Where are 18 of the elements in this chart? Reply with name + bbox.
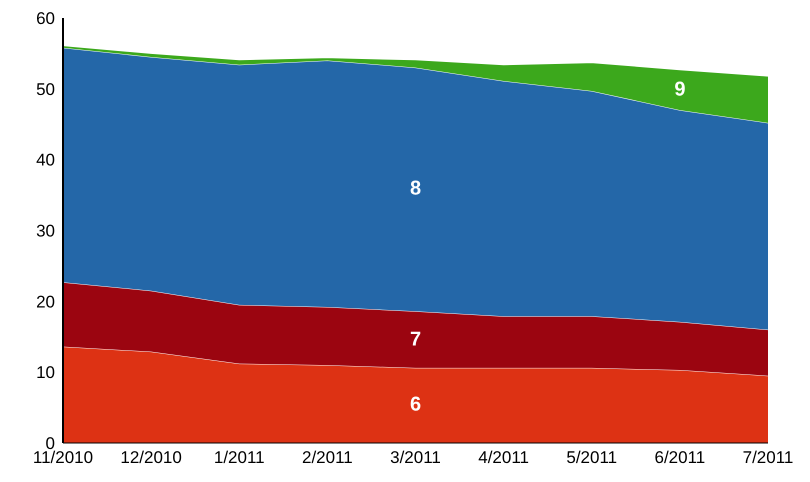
x-tick-label: 5/2011	[566, 448, 618, 468]
y-tick-label: 30	[36, 222, 55, 241]
y-tick-label: 60	[36, 9, 55, 28]
series-label: 6	[410, 394, 422, 417]
x-tick-label: 6/2011	[654, 448, 706, 468]
y-tick-label: 10	[36, 363, 55, 382]
y-tick-label: 50	[36, 80, 55, 99]
x-tick-label: 12/2010	[120, 448, 182, 468]
x-tick-label: 1/2011	[214, 448, 265, 468]
y-tick-label: 20	[36, 292, 55, 312]
series-label: 8	[410, 178, 422, 201]
x-tick-label: 4/2011	[478, 448, 529, 468]
y-tick-label: 40	[36, 150, 55, 170]
x-tick-label: 2/2011	[302, 448, 353, 468]
x-tick-label: 7/2011	[742, 448, 794, 468]
series-label: 7	[410, 328, 422, 352]
series-label: 9	[674, 78, 686, 102]
x-tick-label: 3/2011	[390, 448, 441, 468]
